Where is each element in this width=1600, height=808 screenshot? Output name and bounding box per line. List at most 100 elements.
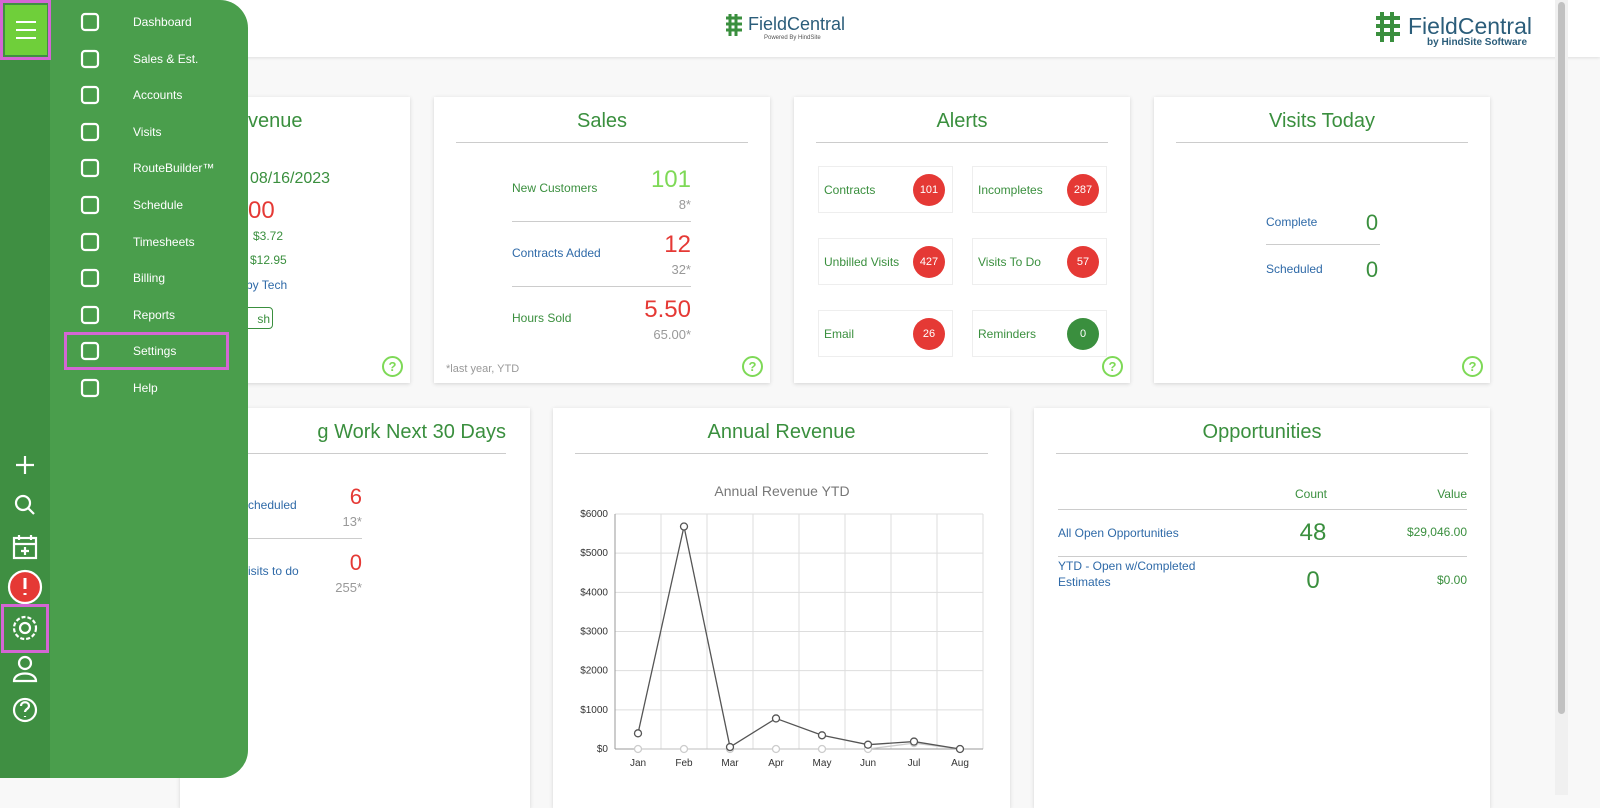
point: [679, 522, 689, 531]
help-button[interactable]: ?: [1102, 356, 1123, 377]
divider: [1056, 453, 1468, 454]
highlight: [1, 604, 49, 653]
divider: [512, 286, 691, 287]
divider: [575, 453, 988, 454]
row-label: New Customers: [512, 181, 598, 195]
column-header: Value: [1437, 487, 1467, 501]
card: [553, 408, 1010, 808]
row-count: 0: [1306, 567, 1320, 594]
menu-button[interactable]: [5, 5, 47, 55]
divider: [1058, 556, 1467, 557]
y-tick-label: $6000: [580, 509, 608, 520]
help-button[interactable]: ?: [1462, 356, 1483, 377]
row-label[interactable]: Scheduled: [1266, 262, 1323, 276]
user-icon[interactable]: [17, 655, 33, 671]
nav-item[interactable]: Reports: [133, 307, 176, 322]
alert-box[interactable]: [818, 238, 953, 285]
amount-line: $3.72: [253, 229, 284, 243]
row-label[interactable]: Complete: [1266, 215, 1318, 229]
add-icon[interactable]: [16, 456, 34, 474]
chart: Annual Revenue YTD $0 $1000 $2000 $3000 $400…: [580, 483, 984, 769]
highlight: [64, 332, 229, 370]
row-label[interactable]: isits to do: [248, 564, 299, 578]
x-tick-label: Jan: [630, 758, 646, 769]
point: [863, 740, 873, 749]
nav-item[interactable]: Settings: [133, 344, 177, 359]
nav-icon[interactable]: [79, 48, 101, 70]
divider: [1176, 142, 1468, 143]
row-value: 5.50: [644, 296, 691, 323]
amount: 00: [248, 197, 275, 224]
card-title: Visits Today: [1269, 110, 1375, 132]
alert-box[interactable]: [972, 166, 1107, 213]
row-label[interactable]: YTD - Open w/Completed Estimates: [1058, 559, 1196, 589]
alert-badge: 57: [1067, 246, 1099, 278]
nav-item[interactable]: Schedule: [133, 198, 184, 212]
nav-icon[interactable]: [79, 267, 101, 289]
nav-icon[interactable]: [79, 84, 101, 106]
alert-label: Contracts: [824, 183, 876, 197]
row-value: 0: [349, 550, 362, 575]
help-icon[interactable]: [12, 697, 38, 723]
scrollbar[interactable]: [1555, 0, 1568, 795]
line: [638, 742, 961, 750]
nav-icon[interactable]: [79, 304, 101, 326]
nav-icon[interactable]: [79, 194, 101, 216]
row-prior: 13*: [342, 514, 362, 529]
settings-icon[interactable]: [18, 621, 32, 635]
alert-badge: 427: [913, 246, 945, 278]
search-icon[interactable]: [14, 494, 32, 512]
nav-icon[interactable]: [79, 11, 101, 33]
nav-item[interactable]: Billing: [133, 271, 166, 286]
row-label[interactable]: All Open Opportunities: [1058, 526, 1179, 540]
strip-icons: [7, 456, 43, 723]
y-tick-label: $4000: [580, 587, 608, 598]
nav-item[interactable]: RouteBuilder™: [133, 161, 215, 176]
nav-icon[interactable]: [79, 121, 101, 143]
date: 08/16/2023: [250, 170, 331, 187]
row-value: 6: [349, 484, 362, 509]
column-header: Count: [1294, 487, 1328, 501]
nav-item[interactable]: Visits: [133, 124, 162, 139]
alert-box[interactable]: [818, 166, 953, 213]
alert-label: Email: [824, 327, 855, 341]
x-tick-label: Jun: [860, 758, 876, 769]
nav-icon[interactable]: [79, 157, 101, 179]
nav-item[interactable]: Accounts: [133, 88, 183, 103]
alert-badge: 0: [1067, 318, 1099, 350]
alert-box[interactable]: [818, 310, 953, 357]
point: [955, 744, 965, 754]
alert-badge: 287: [1067, 174, 1099, 206]
point: [771, 714, 781, 723]
row-label[interactable]: Contracts Added: [512, 246, 601, 260]
help-button[interactable]: ?: [742, 356, 763, 377]
nav-item[interactable]: Timesheets: [133, 234, 195, 249]
nav-item[interactable]: Sales & Est.: [133, 51, 199, 66]
row-value: 0: [1365, 210, 1379, 235]
divider: [248, 453, 506, 454]
divider: [248, 538, 362, 539]
row-label[interactable]: cheduled: [248, 498, 297, 512]
row-prior: 8*: [678, 197, 691, 212]
alert-box[interactable]: [972, 310, 1107, 357]
nav-item[interactable]: Help: [133, 381, 158, 395]
footnote: *last year, YTD: [446, 363, 520, 375]
card-title: Alerts: [936, 110, 988, 132]
calendar-icon[interactable]: [12, 536, 38, 560]
row-prior: 32*: [671, 262, 691, 277]
alert-box[interactable]: [972, 238, 1107, 285]
nav-icon[interactable]: [79, 340, 101, 362]
nav-icon[interactable]: [79, 377, 101, 399]
divider: [816, 142, 1108, 143]
point: [817, 744, 827, 754]
help-button[interactable]: ?: [382, 356, 403, 377]
link[interactable]: by Tech: [246, 278, 288, 292]
alert-badge: 26: [913, 318, 945, 350]
alert-label: Reminders: [978, 327, 1037, 341]
nav-item[interactable]: Dashboard: [133, 15, 192, 29]
point: [633, 744, 643, 754]
row-count: 48: [1299, 519, 1327, 546]
header: [0, 0, 1600, 57]
nav-icon[interactable]: [79, 231, 101, 253]
